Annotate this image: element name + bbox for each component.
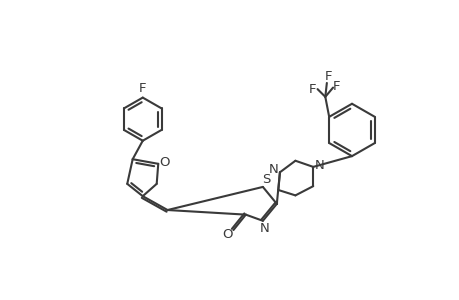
Text: N: N (259, 222, 269, 235)
Text: N: N (314, 159, 324, 172)
Text: S: S (262, 173, 270, 186)
Text: O: O (159, 156, 169, 169)
Text: F: F (332, 80, 339, 92)
Text: O: O (222, 228, 232, 241)
Text: F: F (139, 82, 146, 95)
Text: F: F (308, 82, 316, 96)
Text: N: N (268, 163, 278, 176)
Text: F: F (324, 70, 331, 83)
